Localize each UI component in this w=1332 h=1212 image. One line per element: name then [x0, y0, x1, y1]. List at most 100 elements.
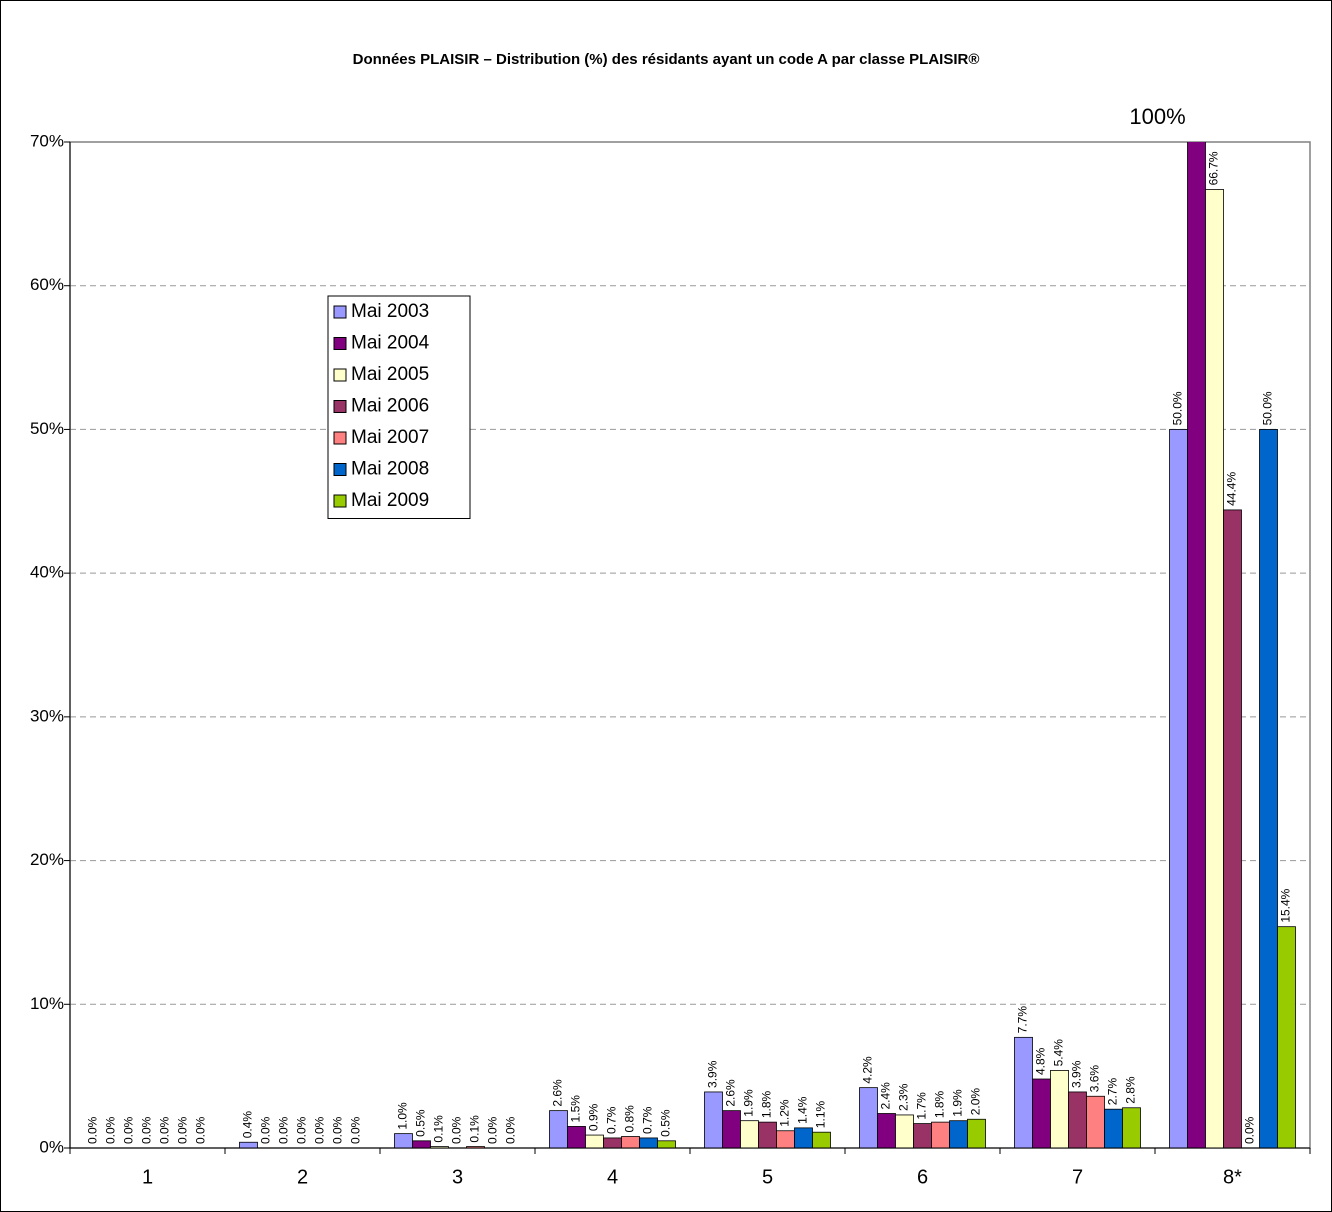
data-label: 0.0% [86, 1116, 100, 1144]
data-label: 50.0% [1171, 391, 1185, 425]
legend-label: Mai 2008 [351, 459, 429, 480]
bar [1122, 1107, 1141, 1148]
data-label: 66.7% [1207, 151, 1221, 185]
data-label: 1.2% [778, 1099, 792, 1127]
bar [949, 1120, 968, 1148]
data-label: 2.8% [1124, 1076, 1138, 1104]
data-label: 0.9% [587, 1103, 601, 1131]
data-label: 4.2% [861, 1056, 875, 1084]
x-tick-label: 7 [1072, 1166, 1083, 1188]
data-label: 0.1% [432, 1115, 446, 1143]
bar [776, 1130, 795, 1148]
data-label: 0.7% [641, 1106, 655, 1134]
legend-label: Mai 2006 [351, 396, 429, 417]
bar [704, 1091, 723, 1148]
legend-box [327, 295, 471, 519]
legend-label: Mai 2007 [351, 427, 429, 448]
data-label: 1.4% [796, 1096, 810, 1124]
x-tick-label: 8* [1223, 1166, 1242, 1188]
x-tick-label: 1 [142, 1166, 153, 1188]
data-label: 0.0% [158, 1116, 172, 1144]
bar [1104, 1108, 1123, 1148]
data-label: 0.8% [623, 1105, 637, 1133]
legend-label: Mai 2005 [351, 364, 429, 385]
data-label: 0.7% [605, 1106, 619, 1134]
chart-title: Données PLAISIR – Distribution (%) des r… [353, 51, 980, 68]
bar [430, 1146, 449, 1148]
y-tick-label: 0% [39, 1137, 64, 1156]
bar [567, 1126, 586, 1148]
bar [758, 1121, 777, 1148]
legend-swatch [333, 400, 347, 413]
bar [722, 1110, 741, 1148]
bar [1169, 429, 1188, 1148]
bar [1187, 142, 1206, 1148]
data-label: 0.5% [659, 1109, 673, 1137]
legend-swatch [333, 337, 347, 350]
data-label: 1.8% [760, 1090, 774, 1118]
data-label: 4.8% [1034, 1047, 1048, 1075]
y-tick-label: 70% [30, 131, 64, 150]
legend-label: Mai 2009 [351, 490, 429, 511]
data-label: 1.0% [396, 1102, 410, 1130]
bar [1223, 509, 1242, 1148]
bar [895, 1114, 914, 1148]
data-label: 3.9% [706, 1060, 720, 1088]
data-label: 0.0% [140, 1116, 154, 1144]
data-label: 50.0% [1261, 391, 1275, 425]
data-label: 0.0% [331, 1116, 345, 1144]
bar [1032, 1078, 1051, 1148]
legend-swatch [333, 305, 347, 319]
data-label: 1.9% [951, 1089, 965, 1117]
legend-swatch [333, 463, 347, 476]
bar [466, 1146, 485, 1148]
y-tick-label: 60% [30, 275, 64, 294]
bar [859, 1087, 878, 1148]
data-label: 0.0% [194, 1116, 208, 1144]
legend-swatch [333, 368, 347, 382]
bar [812, 1131, 831, 1148]
x-tick-label: 6 [917, 1166, 928, 1188]
bar [585, 1134, 604, 1148]
data-label: 0.5% [414, 1109, 428, 1137]
bar [931, 1121, 950, 1148]
data-label: 1.5% [569, 1095, 583, 1123]
data-label: 0.0% [349, 1116, 363, 1144]
bar [239, 1141, 258, 1148]
bar [621, 1136, 640, 1148]
data-label: 0.0% [486, 1116, 500, 1144]
bar [877, 1113, 896, 1148]
bar [1014, 1036, 1033, 1148]
y-tick-label: 50% [30, 419, 64, 438]
legend-swatch [333, 494, 347, 508]
data-label: 100% [1129, 104, 1185, 129]
data-label: 3.6% [1088, 1065, 1102, 1093]
bar [740, 1120, 759, 1148]
bar [1277, 926, 1296, 1148]
bar [913, 1123, 932, 1148]
data-label: 0.0% [104, 1116, 118, 1144]
bar [603, 1137, 622, 1148]
data-label: 0.4% [241, 1111, 255, 1139]
data-label: 0.0% [259, 1116, 273, 1144]
y-tick-label: 10% [30, 994, 64, 1013]
bar [794, 1127, 813, 1148]
data-label: 2.6% [724, 1079, 738, 1107]
bar [1205, 189, 1224, 1148]
data-label: 0.0% [176, 1116, 190, 1144]
data-label: 1.9% [742, 1089, 756, 1117]
data-label: 44.4% [1225, 472, 1239, 506]
data-label: 2.0% [969, 1088, 983, 1116]
data-label: 2.6% [551, 1079, 565, 1107]
x-tick-label: 3 [452, 1166, 463, 1188]
legend-label: Mai 2004 [351, 333, 430, 354]
x-tick-label: 2 [297, 1166, 308, 1188]
data-label: 1.7% [915, 1092, 929, 1120]
bar [1050, 1069, 1069, 1148]
data-label: 0.0% [295, 1116, 309, 1144]
x-tick-label: 5 [762, 1166, 773, 1188]
y-tick-label: 20% [30, 850, 64, 869]
data-label: 3.9% [1070, 1060, 1084, 1088]
x-tick-label: 4 [607, 1166, 618, 1188]
